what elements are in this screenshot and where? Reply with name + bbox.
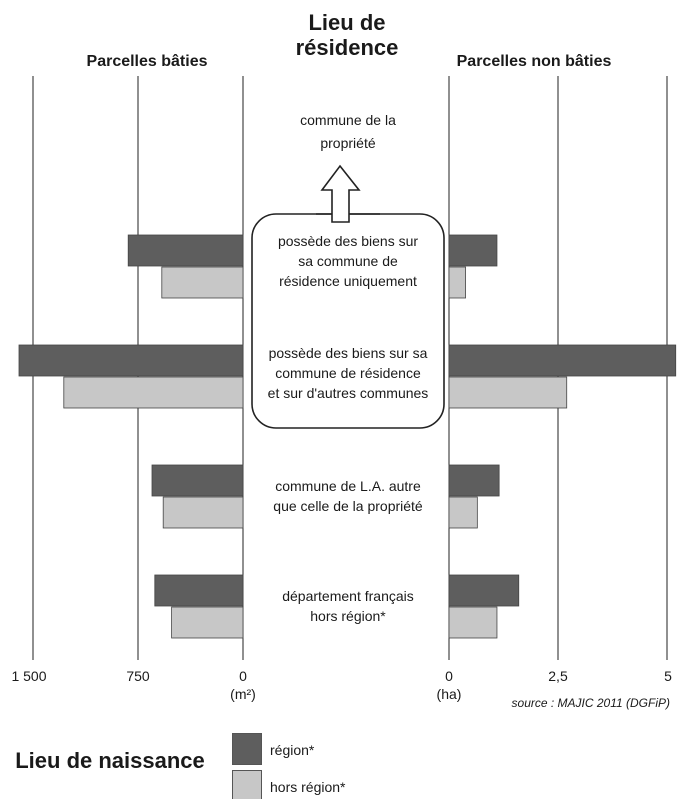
right-bar-region — [448, 574, 520, 607]
left-bar-region — [154, 574, 244, 607]
right-bar-hors-region — [448, 376, 568, 409]
category-label: que celle de la propriété — [273, 498, 423, 514]
right-bar-region — [448, 464, 500, 497]
right-tick-label: 5 — [664, 668, 672, 684]
legend-label-region: région* — [270, 742, 315, 758]
left-bar-region — [151, 464, 244, 497]
category-label: commune de la — [300, 112, 396, 128]
right-tick-label: 0 — [445, 668, 453, 684]
right-bar-hors-region — [448, 266, 466, 299]
left-bar-region — [127, 234, 244, 267]
left-tick-label: 0 — [239, 668, 247, 684]
category-label: commune de L.A. autre — [275, 478, 421, 494]
right-bar-region — [448, 344, 677, 377]
category-label: résidence uniquement — [279, 273, 417, 289]
category-label: commune de résidence — [275, 365, 421, 381]
category-label: hors région* — [310, 608, 386, 624]
center-title-line: résidence — [296, 35, 399, 60]
source-note: source : MAJIC 2011 (DGFiP) — [512, 696, 670, 710]
right-bar-region — [448, 234, 498, 267]
left-tick-label: 750 — [126, 668, 150, 684]
legend-swatch-region — [232, 733, 262, 765]
left-bar-hors-region — [171, 606, 244, 639]
left-bar-hors-region — [63, 376, 244, 409]
left-panel-title: Parcelles bâties — [87, 53, 208, 70]
right-bar-hors-region — [448, 606, 498, 639]
left-bar-region — [18, 344, 244, 377]
right-bar-hors-region — [448, 496, 478, 529]
category-label: sa commune de — [298, 253, 398, 269]
right-panel-title: Parcelles non bâties — [457, 53, 612, 70]
category-label: possède des biens sur — [278, 233, 418, 249]
bar-layer — [18, 234, 677, 639]
category-label: possède des biens sur sa — [269, 345, 428, 361]
legend-label-hors-region: hors région* — [270, 779, 346, 795]
category-label: département français — [282, 588, 414, 604]
left-unit-label: (m²) — [230, 686, 256, 702]
up-arrow-icon — [320, 164, 361, 223]
right-unit-label: (ha) — [437, 686, 462, 702]
center-title-line: Lieu de — [308, 10, 385, 35]
overlay-layer — [251, 164, 445, 429]
category-label: et sur d'autres communes — [268, 385, 429, 401]
legend-swatch-hors-region — [232, 770, 262, 799]
left-bar-hors-region — [162, 496, 244, 529]
left-bar-hors-region — [161, 266, 244, 299]
right-tick-label: 2,5 — [548, 668, 568, 684]
left-tick-label: 1 500 — [11, 668, 46, 684]
category-label: propriété — [320, 135, 375, 151]
legend-title: Lieu de naissance — [15, 748, 205, 773]
